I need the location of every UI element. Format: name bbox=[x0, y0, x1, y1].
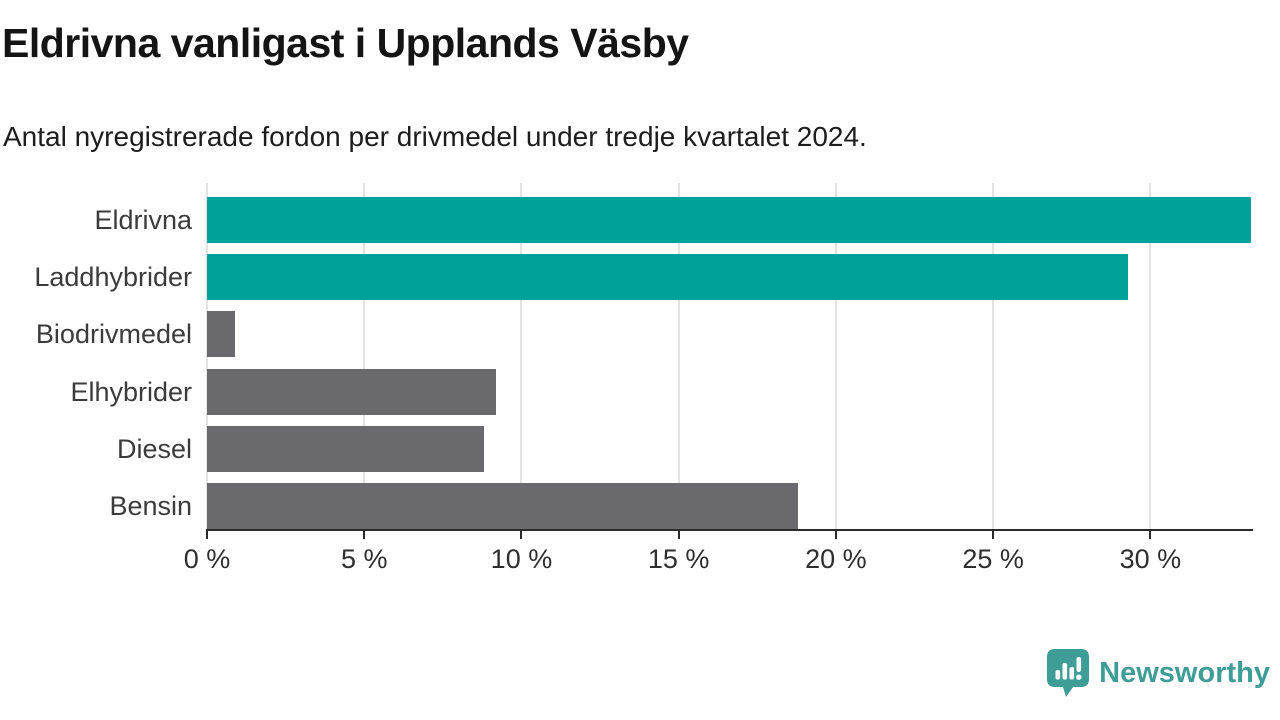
bar-diesel bbox=[207, 425, 484, 472]
x-axis-tick bbox=[1149, 531, 1152, 539]
x-axis-tick-label: 25 % bbox=[962, 544, 1024, 574]
bar-chart-plot bbox=[206, 183, 1251, 531]
gridline bbox=[677, 183, 680, 531]
x-axis-tick bbox=[677, 531, 680, 539]
x-axis-line bbox=[206, 529, 1253, 531]
x-axis-tick-label: 0 % bbox=[183, 544, 231, 574]
x-axis-tick bbox=[992, 531, 995, 539]
x-axis-tick bbox=[834, 531, 837, 539]
gridline bbox=[834, 183, 837, 531]
brand-footer: Newsworthy bbox=[1046, 648, 1270, 698]
category-label-diesel: Diesel bbox=[116, 433, 192, 464]
x-axis-tick bbox=[363, 531, 366, 539]
chart-title: Eldrivna vanligast i Upplands Väsby bbox=[2, 20, 689, 66]
logo-bars-icon bbox=[1055, 657, 1082, 680]
bar-elhybrider bbox=[207, 368, 497, 415]
category-label-biodrivmedel: Biodrivmedel bbox=[35, 319, 192, 350]
x-axis-tick-label: 10 % bbox=[490, 544, 553, 574]
x-axis-tick-label: 15 % bbox=[647, 544, 710, 574]
gridline bbox=[520, 183, 523, 531]
category-label-elhybrider: Elhybrider bbox=[70, 376, 192, 407]
bar-bensin bbox=[207, 483, 799, 529]
bar-laddhybrider bbox=[207, 254, 1129, 301]
bar-biodrivmedel bbox=[207, 311, 236, 358]
x-axis-tick-label: 30 % bbox=[1119, 544, 1182, 574]
category-label-eldrivna: Eldrivna bbox=[94, 205, 192, 235]
category-label-bensin: Bensin bbox=[109, 491, 192, 521]
x-axis-tick bbox=[520, 531, 523, 539]
gridline bbox=[363, 183, 366, 531]
x-axis-tick-label: 5 % bbox=[340, 544, 388, 574]
x-axis-tick-label: 20 % bbox=[805, 544, 867, 574]
brand-name: Newsworthy bbox=[1099, 656, 1270, 689]
bar-eldrivna bbox=[207, 197, 1251, 243]
newsworthy-logo-icon bbox=[1047, 649, 1090, 697]
gridline bbox=[992, 183, 995, 531]
chart-subtitle: Antal nyregistrerade fordon per drivmede… bbox=[3, 121, 867, 152]
gridline bbox=[1149, 183, 1152, 531]
x-axis-tick bbox=[206, 531, 208, 539]
category-label-laddhybrider: Laddhybrider bbox=[34, 262, 192, 293]
